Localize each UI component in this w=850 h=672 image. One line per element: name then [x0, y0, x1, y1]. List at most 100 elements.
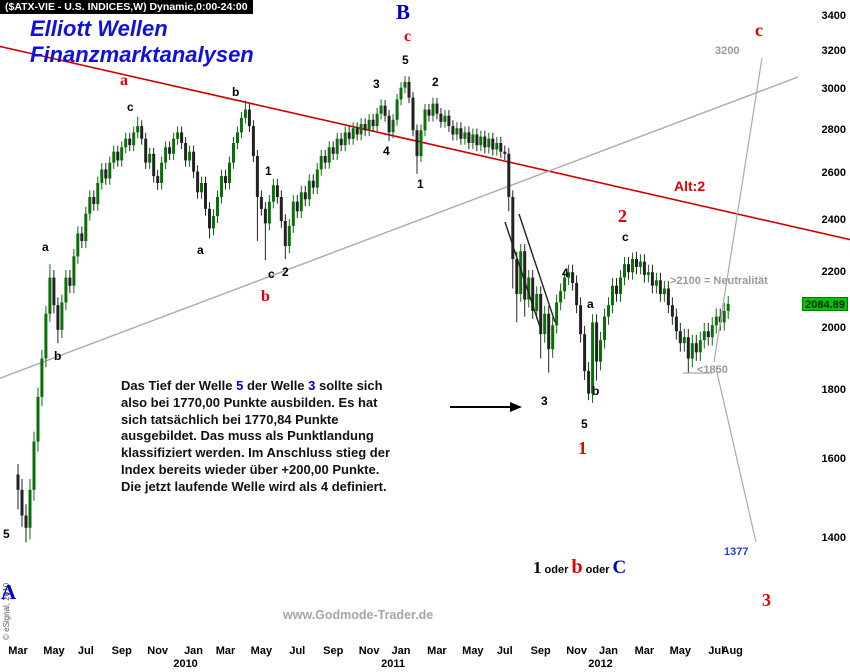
- wave-label: b: [54, 349, 62, 363]
- candle-body: [411, 97, 415, 131]
- candle-body: [678, 331, 682, 344]
- candle-body: [168, 147, 172, 154]
- x-axis-month: Jan: [184, 645, 204, 657]
- candle-body: [571, 272, 575, 283]
- alt-count-part: b: [571, 556, 583, 578]
- candle-body: [267, 201, 271, 224]
- candle-body: [646, 272, 650, 275]
- candle-body: [491, 138, 495, 150]
- trendline: [518, 213, 556, 323]
- candle-body: [327, 147, 331, 163]
- candle-body: [714, 316, 718, 326]
- candle-body: [144, 138, 148, 163]
- candle-body: [279, 197, 283, 221]
- y-axis-tick: 1800: [821, 383, 846, 396]
- candle-body: [52, 277, 56, 306]
- candle-body: [607, 305, 610, 317]
- candle-body: [208, 208, 211, 229]
- candle-body: [539, 294, 543, 335]
- wave-label: 3200: [715, 45, 740, 57]
- candle-body: [391, 119, 395, 133]
- wave-label: c: [755, 20, 763, 40]
- candle-body: [615, 285, 618, 294]
- x-axis-month: Mar: [8, 645, 28, 657]
- brand-line-2: Finanzmarktanalysen: [30, 42, 254, 67]
- candle-body: [315, 169, 319, 188]
- candle-body: [152, 153, 156, 177]
- wave-label: 3: [762, 590, 771, 610]
- candle-body: [196, 171, 200, 193]
- candle-body: [674, 316, 678, 332]
- price-chart-canvas[interactable]: [0, 0, 850, 640]
- candle-body: [619, 277, 622, 294]
- candle-body: [698, 340, 702, 353]
- candle-body: [291, 201, 295, 226]
- wave-label: 4: [383, 144, 390, 158]
- candle-body: [547, 313, 551, 350]
- candle-body: [399, 87, 403, 100]
- candle-body: [686, 337, 690, 359]
- brand-line-1: Elliott Wellen: [30, 16, 168, 41]
- candle-body: [311, 180, 315, 188]
- candle-body: [295, 201, 299, 212]
- x-axis-year: 2011: [381, 658, 405, 670]
- last-price-value: 2084.89: [805, 299, 845, 311]
- candle-body: [415, 130, 419, 157]
- candle-body: [475, 134, 479, 146]
- y-axis-tick: 1600: [821, 453, 846, 466]
- candle-body: [467, 132, 471, 143]
- note-line: sich tatsächlich bei 1770,84 Punkte: [121, 411, 339, 427]
- candle-body: [527, 277, 531, 300]
- candle-body: [511, 197, 515, 259]
- candle-body: [483, 136, 487, 148]
- candle-body: [710, 325, 714, 338]
- candle-body: [351, 128, 355, 139]
- note-line: Das Tief der Welle 5 der Welle 3 sollte …: [121, 378, 383, 393]
- alt-count-part: 1: [533, 558, 542, 577]
- x-axis-month: May: [669, 645, 692, 657]
- wave-label: 2: [432, 75, 439, 89]
- y-axis-tick: 3000: [821, 83, 846, 96]
- candle-body: [184, 143, 188, 161]
- wave-label: a: [197, 243, 204, 257]
- candle-body: [631, 259, 634, 273]
- note-line: Die jetzt laufende Welle wird als 4 defi…: [121, 478, 387, 494]
- candle-body: [120, 147, 124, 161]
- wave-label: c: [268, 267, 275, 281]
- candle-body: [690, 343, 694, 359]
- candle-body: [650, 272, 654, 286]
- candle-body: [287, 225, 291, 246]
- candle-body: [487, 138, 491, 148]
- x-axis-month: May: [43, 645, 65, 657]
- x-axis-month: Jul: [708, 645, 725, 657]
- candle-body: [579, 305, 583, 335]
- candle-body: [80, 233, 84, 241]
- x-axis-month: Sep: [530, 645, 551, 657]
- candle-body: [479, 136, 483, 146]
- candle-body: [495, 143, 499, 150]
- candle-body: [172, 138, 176, 154]
- alt-count-part: C: [612, 557, 627, 578]
- candle-body: [128, 138, 132, 146]
- candle-body: [642, 261, 646, 275]
- candle-body: [519, 251, 523, 294]
- candle-body: [515, 259, 519, 294]
- candle-body: [259, 197, 263, 209]
- analysis-note: Das Tief der Welle 5 der Welle 3 sollte …: [121, 378, 461, 496]
- candle-body: [176, 132, 180, 139]
- y-axis-tick: 1400: [821, 531, 846, 544]
- candle-body: [635, 259, 638, 267]
- candle-body: [403, 81, 407, 88]
- candle-body: [423, 109, 427, 131]
- candle-body: [204, 183, 207, 209]
- x-axis-year: 2012: [588, 658, 613, 670]
- candle-body: [379, 105, 383, 114]
- candle-body: [148, 153, 152, 163]
- candle-body: [563, 277, 567, 292]
- candle-body: [36, 396, 40, 442]
- candle-body: [16, 474, 20, 490]
- wave-label: 5: [3, 527, 10, 541]
- candle-body: [371, 119, 375, 126]
- candle-body: [443, 115, 447, 122]
- candle-body: [559, 291, 563, 303]
